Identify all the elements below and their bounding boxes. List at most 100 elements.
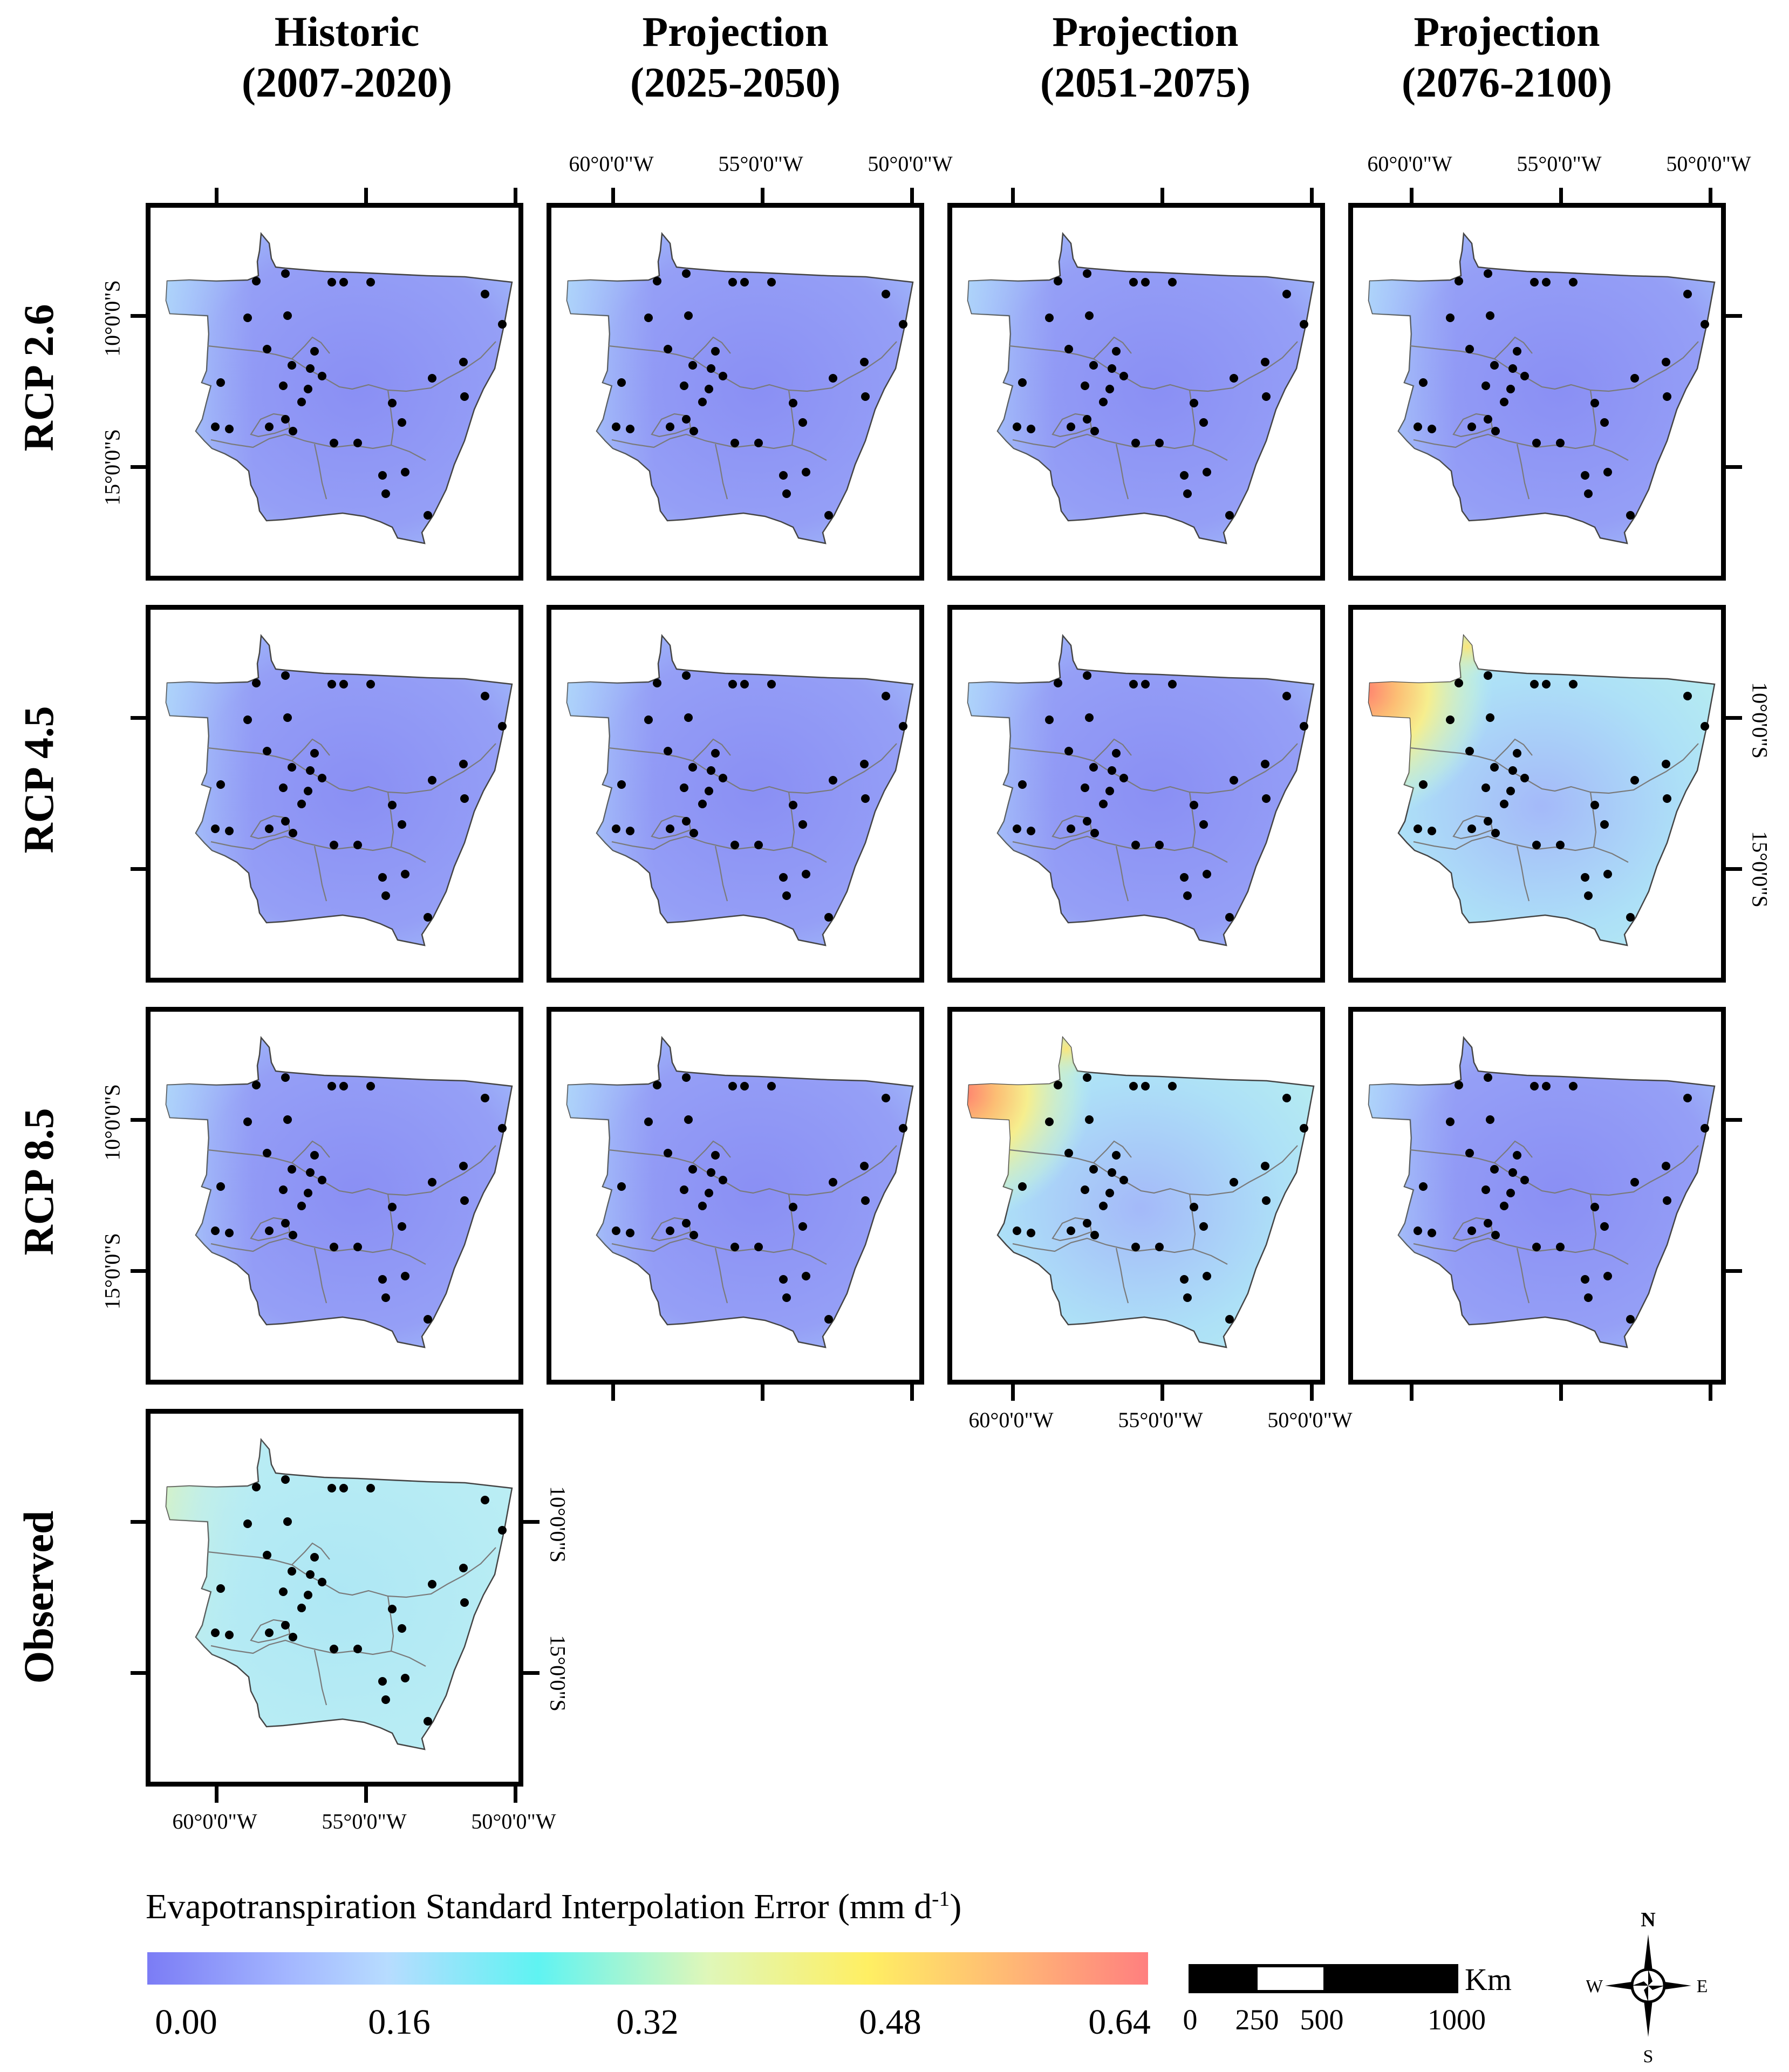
- lat-label: 10°0'0"S: [100, 280, 125, 357]
- legend-tick-label: 0.00: [155, 2002, 217, 2042]
- east-label: E: [1697, 1976, 1708, 1996]
- lon-label: 60°0'0"W: [569, 152, 654, 176]
- tick: [131, 465, 147, 469]
- tick: [1559, 1385, 1563, 1401]
- tick: [1410, 1385, 1414, 1401]
- map-rcp45-2051-2075-svg: [967, 635, 1315, 946]
- north-label: N: [1641, 1909, 1655, 1931]
- map-rcp26-2076-2100: [1348, 203, 1726, 581]
- tick: [611, 1385, 615, 1401]
- tick: [215, 1787, 218, 1803]
- lon-label: 55°0'0"W: [718, 152, 803, 176]
- tick: [514, 188, 517, 204]
- lon-label: 50°0'0"W: [1666, 152, 1751, 176]
- tick: [1410, 188, 1414, 204]
- tick: [131, 1118, 147, 1122]
- map-rcp85-historic: [146, 1007, 523, 1385]
- column-title-2051-2075: Projection (2051-2075): [1040, 8, 1251, 106]
- tick: [1726, 1118, 1742, 1122]
- tick: [1559, 188, 1563, 204]
- tick: [364, 188, 368, 204]
- map-rcp45-historic-svg: [165, 635, 513, 946]
- map-observed: [146, 1409, 523, 1787]
- map-rcp85-2076-2100-svg: [1368, 1037, 1716, 1348]
- scale-segment: [1323, 1967, 1455, 1990]
- tick: [761, 188, 764, 204]
- row-label-rcp26: RCP 2.6: [15, 304, 62, 452]
- map-rcp45-2076-2100-svg: [1368, 635, 1716, 946]
- lat-label: 10°0'0"S: [100, 1084, 125, 1161]
- tick: [523, 1520, 540, 1524]
- map-rcp45-2051-2075: [947, 605, 1325, 983]
- map-rcp85-2051-2075-svg: [967, 1037, 1315, 1348]
- row-label-observed: Observed: [15, 1510, 62, 1684]
- tick: [1310, 188, 1314, 204]
- map-rcp85-2076-2100: [1348, 1007, 1726, 1385]
- west-label: W: [1586, 1976, 1603, 1996]
- scale-label: 0: [1183, 2003, 1198, 2036]
- map-rcp45-2025-2050: [547, 605, 924, 983]
- lat-label: 15°0'0"S: [100, 429, 125, 506]
- lon-label: 50°0'0"W: [1267, 1408, 1353, 1432]
- tick: [131, 314, 147, 318]
- legend-tick-label: 0.32: [616, 2002, 679, 2042]
- south-label: S: [1643, 2047, 1654, 2067]
- lon-label: 50°0'0"W: [471, 1809, 556, 1834]
- map-rcp85-2051-2075: [947, 1007, 1325, 1385]
- scale-label: 250: [1235, 2003, 1279, 2036]
- tick: [1726, 867, 1742, 871]
- scale-bar: [1189, 1964, 1458, 1993]
- legend-tick-label: 0.16: [368, 2002, 431, 2042]
- tick: [1726, 314, 1742, 318]
- map-rcp85-historic-svg: [165, 1037, 513, 1348]
- tick: [215, 188, 218, 204]
- map-rcp26-historic: [146, 203, 523, 581]
- scale-segment: [1258, 1967, 1323, 1990]
- tick: [1726, 465, 1742, 469]
- lon-label: 60°0'0"W: [968, 1408, 1054, 1432]
- legend-title: Evapotranspiration Standard Interpolatio…: [146, 1886, 962, 1926]
- tick: [1310, 1385, 1314, 1401]
- lon-label: 50°0'0"W: [868, 152, 953, 176]
- tick: [910, 1385, 914, 1401]
- tick: [131, 1520, 147, 1524]
- tick: [1709, 1385, 1712, 1401]
- scale-segment: [1192, 1967, 1258, 1990]
- map-observed-svg: [165, 1439, 513, 1750]
- tick: [514, 1787, 517, 1803]
- map-rcp85-2025-2050-svg: [566, 1037, 914, 1348]
- tick: [131, 1671, 147, 1675]
- column-title-2076-2100: Projection (2076-2100): [1402, 8, 1612, 106]
- tick: [364, 1787, 368, 1803]
- tick: [1011, 188, 1015, 204]
- tick: [910, 188, 914, 204]
- lon-label: 55°0'0"W: [1517, 152, 1602, 176]
- map-rcp26-2025-2050-svg: [566, 233, 914, 544]
- tick: [131, 867, 147, 871]
- legend-color-ramp: [147, 1952, 1148, 1985]
- lat-label: 15°0'0"S: [100, 1233, 125, 1310]
- tick: [1726, 1269, 1742, 1273]
- row-label-rcp45: RCP 4.5: [15, 706, 62, 854]
- scale-unit: Km: [1465, 1962, 1512, 1997]
- lon-label: 55°0'0"W: [1118, 1408, 1203, 1432]
- map-rcp26-2051-2075-svg: [967, 233, 1315, 544]
- lon-label: 60°0'0"W: [1367, 152, 1452, 176]
- tick: [1160, 188, 1164, 204]
- map-rcp45-historic: [146, 605, 523, 983]
- map-rcp26-2051-2075: [947, 203, 1325, 581]
- scale-label: 1000: [1428, 2003, 1486, 2036]
- scale-label: 500: [1300, 2003, 1344, 2036]
- tick: [131, 1269, 147, 1273]
- map-rcp26-2076-2100-svg: [1368, 233, 1716, 544]
- legend-tick-label: 0.64: [1088, 2002, 1151, 2042]
- tick: [761, 1385, 764, 1401]
- map-rcp45-2076-2100: [1348, 605, 1726, 983]
- tick: [523, 1671, 540, 1675]
- column-title-2025-2050: Projection (2025-2050): [630, 8, 841, 106]
- tick: [1709, 188, 1712, 204]
- tick: [1160, 1385, 1164, 1401]
- lat-label: 15°0'0"S: [545, 1635, 570, 1712]
- compass-rose-icon: N S E W: [1586, 1909, 1708, 2067]
- lon-label: 55°0'0"W: [322, 1809, 407, 1834]
